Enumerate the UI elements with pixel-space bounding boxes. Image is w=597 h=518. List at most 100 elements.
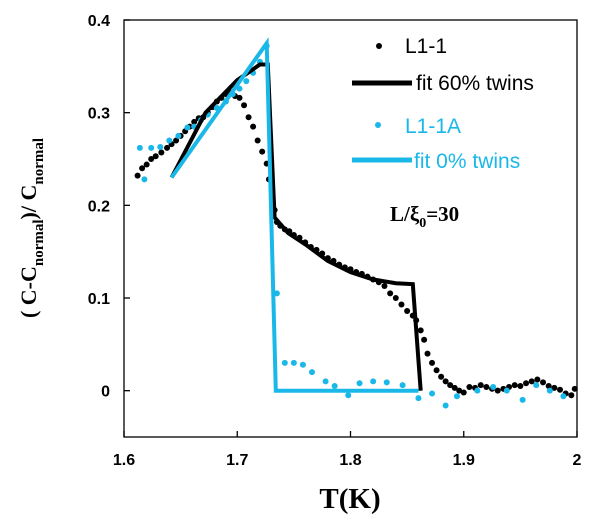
data-point — [519, 396, 526, 403]
data-point — [424, 350, 431, 357]
data-point — [429, 359, 436, 366]
data-point — [571, 385, 578, 392]
data-point — [134, 172, 141, 179]
data-point — [254, 137, 261, 144]
y-axis-title: ( C-Cnormal)/ Cnormal — [16, 138, 47, 318]
data-point — [381, 282, 388, 289]
data-point — [494, 387, 501, 394]
data-point — [299, 361, 306, 368]
data-point — [523, 380, 530, 387]
x-tick-label: 1.8 — [339, 452, 361, 469]
data-point — [442, 378, 449, 385]
data-point — [243, 78, 250, 85]
data-point — [148, 144, 155, 151]
data-point — [166, 137, 173, 144]
data-point — [191, 118, 198, 125]
data-point — [517, 383, 524, 390]
data-point — [490, 383, 497, 390]
data-point — [415, 395, 422, 402]
data-point — [141, 176, 148, 183]
data-point — [173, 137, 180, 144]
data-point — [545, 383, 552, 390]
annotation-ratio: L/ξ0=30 — [390, 202, 459, 231]
data-point — [345, 392, 352, 399]
data-point — [152, 153, 159, 160]
data-point — [387, 290, 394, 297]
data-point — [528, 378, 535, 385]
data-point — [551, 384, 558, 391]
data-point — [453, 393, 460, 400]
y-axis-title-prefix: ( C-C — [16, 266, 41, 318]
fit-line — [169, 37, 419, 393]
data-point — [534, 376, 541, 383]
data-point — [511, 382, 518, 389]
data-point — [392, 295, 399, 301]
data-point — [236, 94, 243, 101]
y-axis-title-mid: )/ C — [16, 185, 41, 220]
data-point — [184, 124, 191, 131]
x-axis-title: T(K) — [319, 483, 380, 515]
data-point — [438, 373, 445, 380]
data-point — [281, 359, 288, 366]
data-point — [447, 382, 454, 389]
data-point — [398, 301, 405, 308]
legend: L1-1 fit 60% twins L1-1A fit 0% twins — [352, 35, 534, 173]
data-point — [139, 165, 146, 172]
x-tick-label: 1.7 — [226, 452, 248, 469]
data-point — [503, 387, 510, 394]
y-tick-label: 0.3 — [88, 106, 110, 123]
data-point — [259, 148, 266, 155]
data-point — [451, 384, 458, 391]
data-point — [245, 114, 252, 121]
data-point — [404, 307, 411, 314]
data-point — [370, 378, 377, 385]
data-point — [322, 378, 329, 385]
data-point — [568, 392, 575, 399]
x-tick-label: 1.9 — [453, 452, 475, 469]
data-point — [158, 149, 165, 156]
data-point — [417, 327, 424, 334]
data-point — [331, 383, 338, 390]
data-marks — [134, 37, 578, 409]
data-point — [456, 387, 463, 394]
data-point — [290, 359, 297, 366]
data-point — [429, 390, 436, 397]
data-point — [466, 383, 473, 390]
series-l1-1a — [136, 42, 567, 409]
legend-label-fit-0: fit 0% twins — [414, 150, 520, 173]
legend-label-l1-1a: L1-1A — [405, 115, 461, 138]
data-point — [533, 382, 540, 389]
data-point — [136, 144, 143, 151]
data-point — [442, 402, 449, 409]
annotation-main: L/ξ — [390, 202, 420, 226]
legend-label-fit-60: fit 60% twins — [416, 72, 534, 95]
series-fit-0-twins — [169, 37, 419, 393]
legend-label-l1-1: L1-1 — [405, 35, 447, 58]
y-axis-title-sub1: normal — [31, 219, 47, 266]
annotation-sub: 0 — [419, 216, 426, 231]
data-point — [175, 132, 182, 139]
data-point — [356, 380, 363, 387]
data-point — [477, 382, 484, 389]
y-axis-ticks: 0 0.1 0.2 0.3 0.4 — [88, 13, 130, 401]
x-tick-label: 1.6 — [113, 452, 135, 469]
data-point — [157, 143, 164, 150]
data-point — [148, 156, 155, 162]
data-point — [399, 382, 406, 389]
data-point — [250, 123, 257, 130]
x-tick-label: 2 — [573, 452, 582, 469]
data-point — [433, 367, 440, 374]
annotation-tail: =30 — [426, 202, 459, 226]
y-tick-label: 0.1 — [88, 291, 110, 308]
y-axis-title-sub2: normal — [31, 138, 47, 185]
data-point — [560, 393, 567, 400]
data-point — [143, 161, 150, 168]
x-axis-ticks: 1.6 1.7 1.8 1.9 2 — [113, 431, 582, 469]
y-tick-label: 0 — [101, 384, 110, 401]
legend-marker-l1-1a — [375, 122, 381, 128]
data-point — [546, 387, 553, 394]
data-point — [421, 336, 428, 343]
y-tick-label: 0.4 — [88, 13, 110, 30]
data-point — [241, 102, 248, 109]
